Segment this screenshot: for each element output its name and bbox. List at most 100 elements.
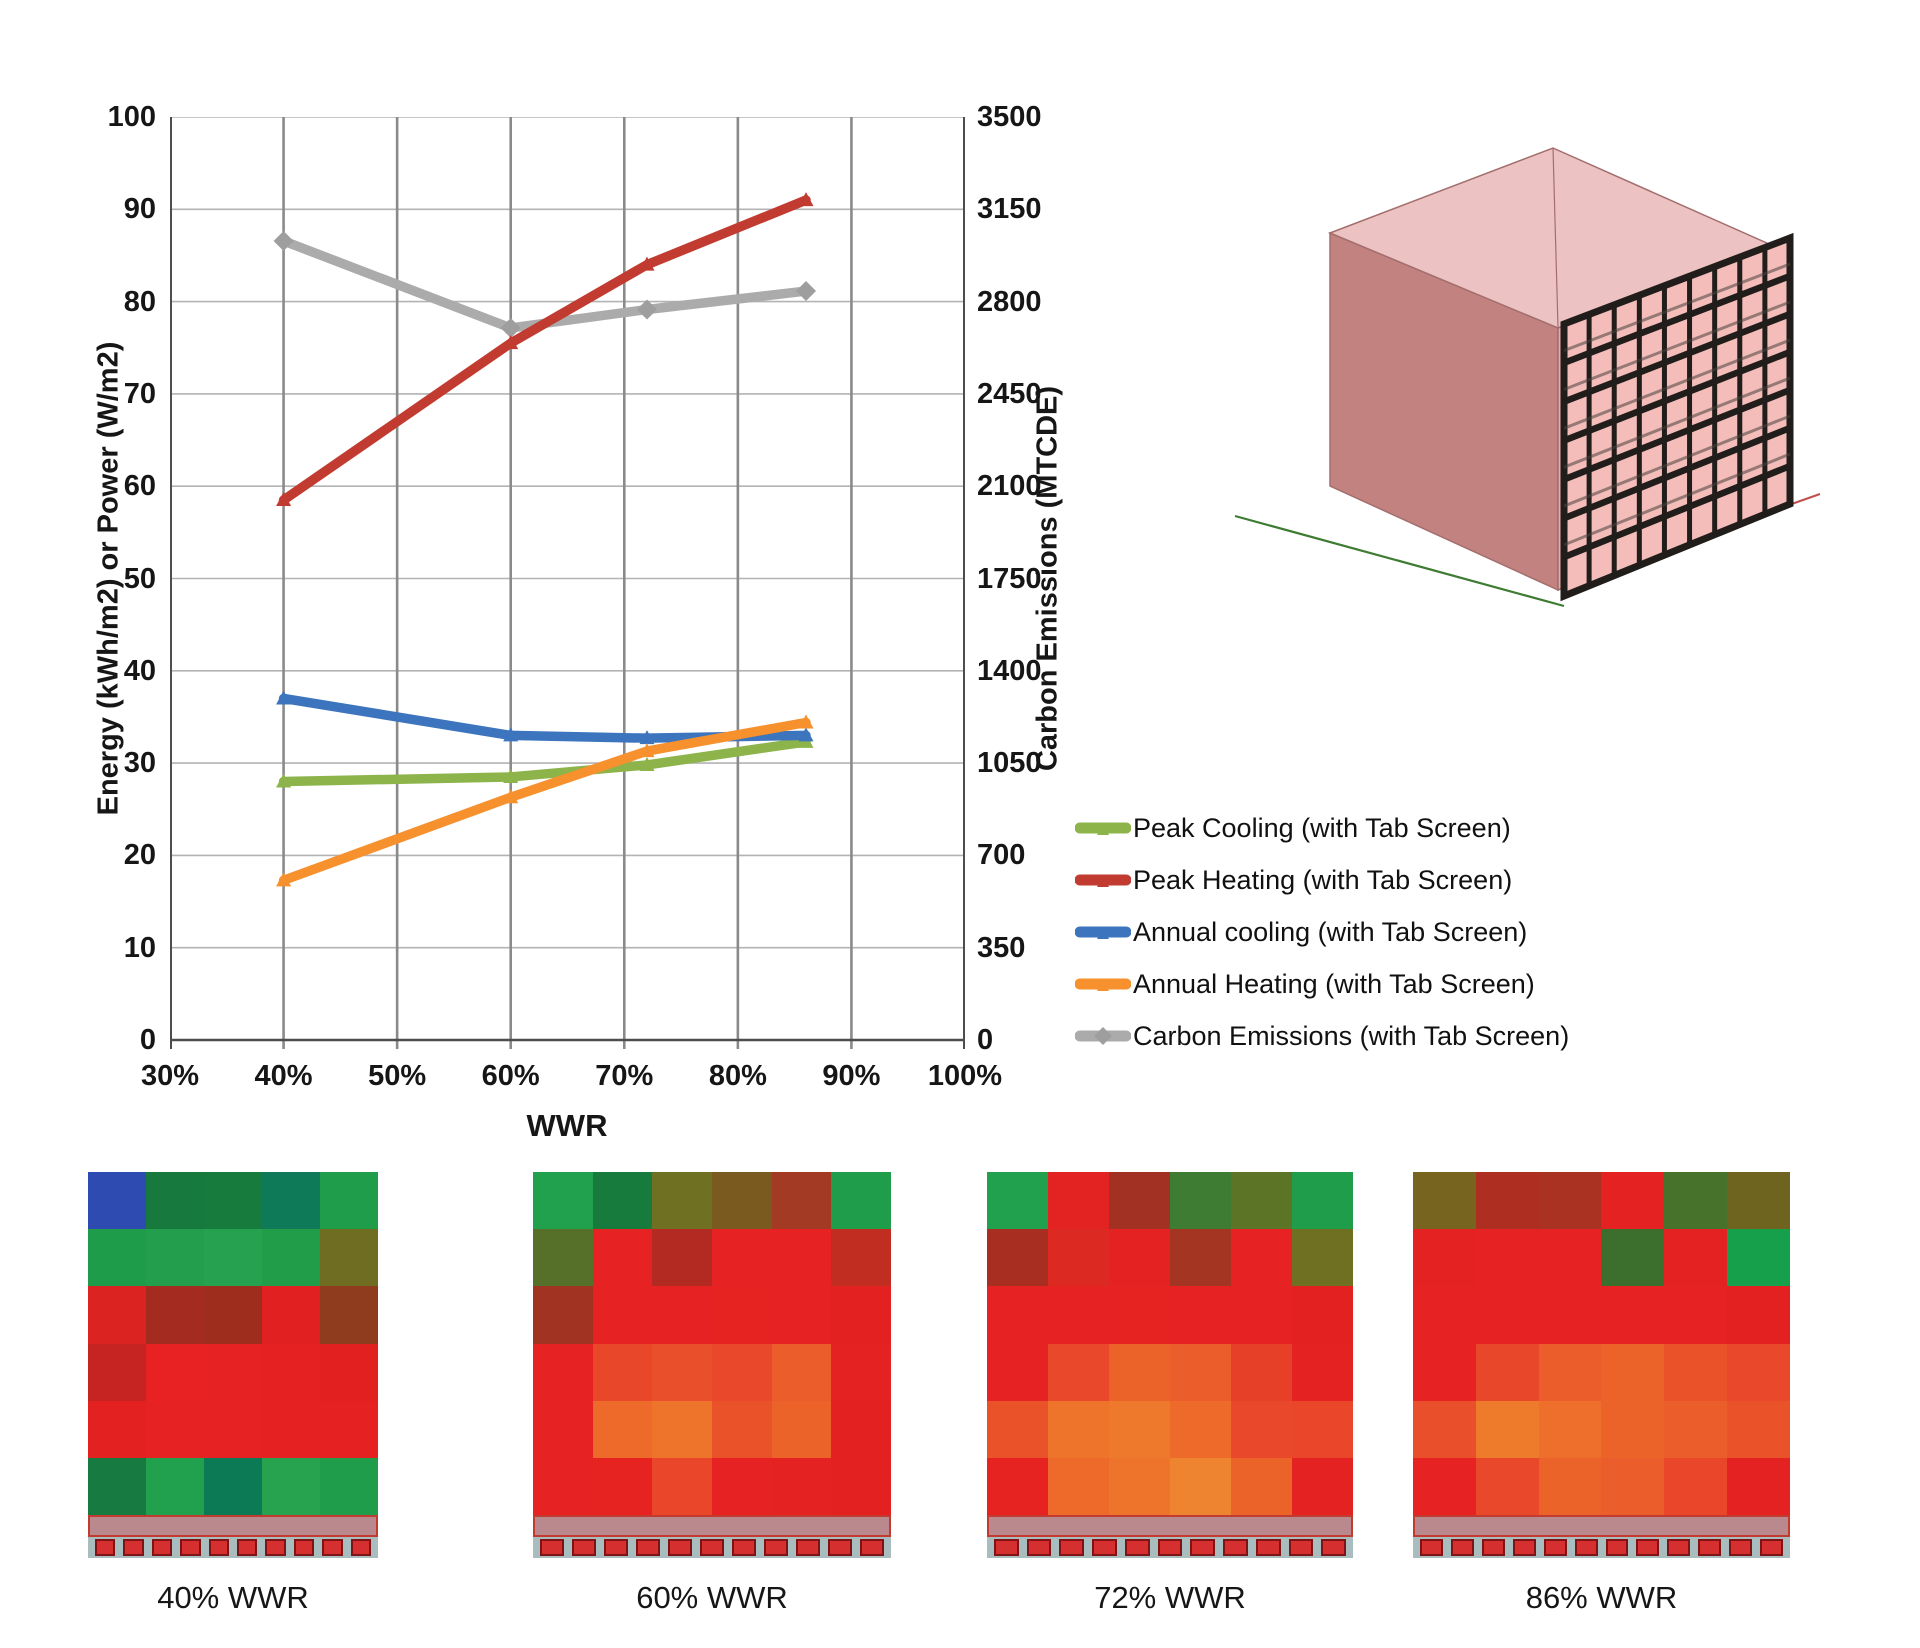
y-right-tick-label: 3500 bbox=[977, 101, 1042, 133]
heatmap-cell bbox=[1048, 1286, 1109, 1344]
base-block bbox=[1190, 1539, 1216, 1556]
heatmap-cell bbox=[771, 1229, 832, 1287]
heatmap-cell bbox=[712, 1343, 772, 1401]
heatmap-base-band bbox=[88, 1515, 378, 1537]
heatmap-cell bbox=[592, 1286, 653, 1344]
base-block bbox=[1667, 1539, 1691, 1556]
base-block bbox=[1059, 1539, 1085, 1556]
series-marker-triangle bbox=[503, 789, 519, 804]
base-block bbox=[1223, 1539, 1248, 1556]
base-block bbox=[208, 1539, 230, 1556]
x-tick-label: 70% bbox=[595, 1060, 654, 1092]
heatmap-cell bbox=[533, 1343, 593, 1401]
heatmap-cell bbox=[533, 1400, 593, 1458]
heatmap-cell bbox=[146, 1457, 204, 1515]
y-right-tick-label: 0 bbox=[977, 1024, 994, 1056]
base-block bbox=[994, 1539, 1019, 1556]
y-right-tick-label: 2100 bbox=[977, 470, 1042, 503]
series-marker-triangle bbox=[639, 756, 655, 771]
heatmap-figure bbox=[1413, 1172, 1790, 1558]
heatmap-cell bbox=[1538, 1457, 1602, 1515]
heatmap-grid bbox=[987, 1172, 1353, 1515]
heatmap-cell bbox=[1413, 1400, 1476, 1458]
base-block bbox=[1450, 1539, 1474, 1556]
heatmap-cell bbox=[1538, 1343, 1602, 1401]
series-line-2 bbox=[278, 195, 811, 505]
heatmap-cell bbox=[652, 1343, 712, 1401]
heatmap-cell bbox=[1048, 1172, 1109, 1230]
base-block bbox=[764, 1539, 788, 1556]
heatmap-cell bbox=[533, 1457, 593, 1515]
base-block bbox=[1698, 1539, 1722, 1556]
base-block bbox=[350, 1539, 372, 1556]
heatmap-figure bbox=[533, 1172, 891, 1558]
series-marker-triangle bbox=[276, 872, 292, 887]
heatmap-cell bbox=[1413, 1172, 1476, 1230]
heatmap-cell bbox=[592, 1229, 653, 1287]
heatmap-base-blocks bbox=[88, 1537, 378, 1558]
heatmap-cell bbox=[987, 1229, 1048, 1287]
base-block bbox=[237, 1539, 258, 1556]
series-marker-triangle bbox=[639, 730, 655, 745]
heatmap-cell bbox=[592, 1172, 653, 1230]
heatmap-cell bbox=[1601, 1457, 1665, 1515]
legend-swatch-icon bbox=[1075, 1027, 1131, 1045]
base-block bbox=[1729, 1539, 1753, 1556]
heatmap-cell bbox=[320, 1286, 378, 1344]
heatmap-cell bbox=[987, 1172, 1048, 1230]
heatmap-cell bbox=[592, 1400, 653, 1458]
heatmap-cell bbox=[204, 1229, 262, 1287]
heatmap-cell bbox=[204, 1343, 262, 1401]
heatmap-base-blocks bbox=[533, 1537, 891, 1558]
model-screen-slat bbox=[1562, 462, 1792, 561]
model-screen-slat-shadow bbox=[1563, 452, 1791, 547]
heatmap-cell bbox=[146, 1229, 204, 1287]
base-block bbox=[322, 1539, 343, 1556]
heatmap-cell bbox=[1292, 1400, 1353, 1458]
legend-label: Peak Cooling (with Tab Screen) bbox=[1133, 812, 1511, 843]
heatmap-cell bbox=[320, 1172, 378, 1230]
heatmap-cell bbox=[1727, 1343, 1790, 1401]
series-marker-diamond bbox=[273, 230, 294, 251]
base-block bbox=[540, 1539, 564, 1556]
heatmap-label: 72% WWR bbox=[1094, 1580, 1246, 1615]
heatmap-cell bbox=[831, 1400, 891, 1458]
heatmap-base-blocks bbox=[1413, 1537, 1790, 1558]
heatmap-label: 86% WWR bbox=[1525, 1580, 1678, 1615]
base-block bbox=[1512, 1539, 1536, 1556]
series-marker-diamond bbox=[637, 299, 657, 320]
heatmap-cell bbox=[1475, 1229, 1539, 1287]
heatmap-cell bbox=[1727, 1172, 1790, 1230]
y-right-tick-label: 2450 bbox=[977, 377, 1042, 410]
heatmap-cell bbox=[1538, 1229, 1602, 1287]
heatmap-cell bbox=[1413, 1286, 1476, 1344]
heatmap-cell bbox=[652, 1457, 712, 1515]
y-axis-left-title: Energy (kWh/m2) or Power (W/m2) bbox=[92, 341, 125, 816]
heatmap-cell bbox=[204, 1457, 262, 1515]
heatmap-cell bbox=[1292, 1229, 1353, 1287]
heatmap-cell bbox=[262, 1286, 320, 1344]
y-left-tick-label: 30 bbox=[123, 747, 156, 780]
heatmap-cell bbox=[1170, 1172, 1231, 1230]
base-block bbox=[636, 1539, 660, 1556]
base-block bbox=[1760, 1539, 1784, 1556]
heatmap-cell bbox=[1727, 1400, 1790, 1458]
heatmap-cell bbox=[1292, 1172, 1353, 1230]
heatmap-cell bbox=[1664, 1286, 1728, 1344]
series-marker-triangle bbox=[798, 714, 814, 729]
heatmap-base-band bbox=[1413, 1515, 1790, 1537]
x-axis-title: WWR bbox=[526, 1108, 608, 1143]
heatmap-cell bbox=[1231, 1172, 1292, 1230]
heatmap-cell bbox=[1109, 1457, 1170, 1515]
heatmap-cell bbox=[831, 1457, 891, 1515]
heatmap-cell bbox=[533, 1286, 593, 1344]
y-left-tick-label: 40 bbox=[123, 654, 156, 687]
heatmap-cell bbox=[1538, 1172, 1602, 1230]
heatmap-cell bbox=[1292, 1286, 1353, 1344]
y-right-tick-label: 350 bbox=[977, 931, 1026, 964]
heatmap-cell bbox=[987, 1457, 1048, 1515]
base-block bbox=[860, 1539, 884, 1556]
heatmap-cell bbox=[204, 1172, 262, 1230]
chart-plot-area bbox=[170, 117, 965, 1049]
y-right-tick-label: 3150 bbox=[977, 193, 1042, 226]
